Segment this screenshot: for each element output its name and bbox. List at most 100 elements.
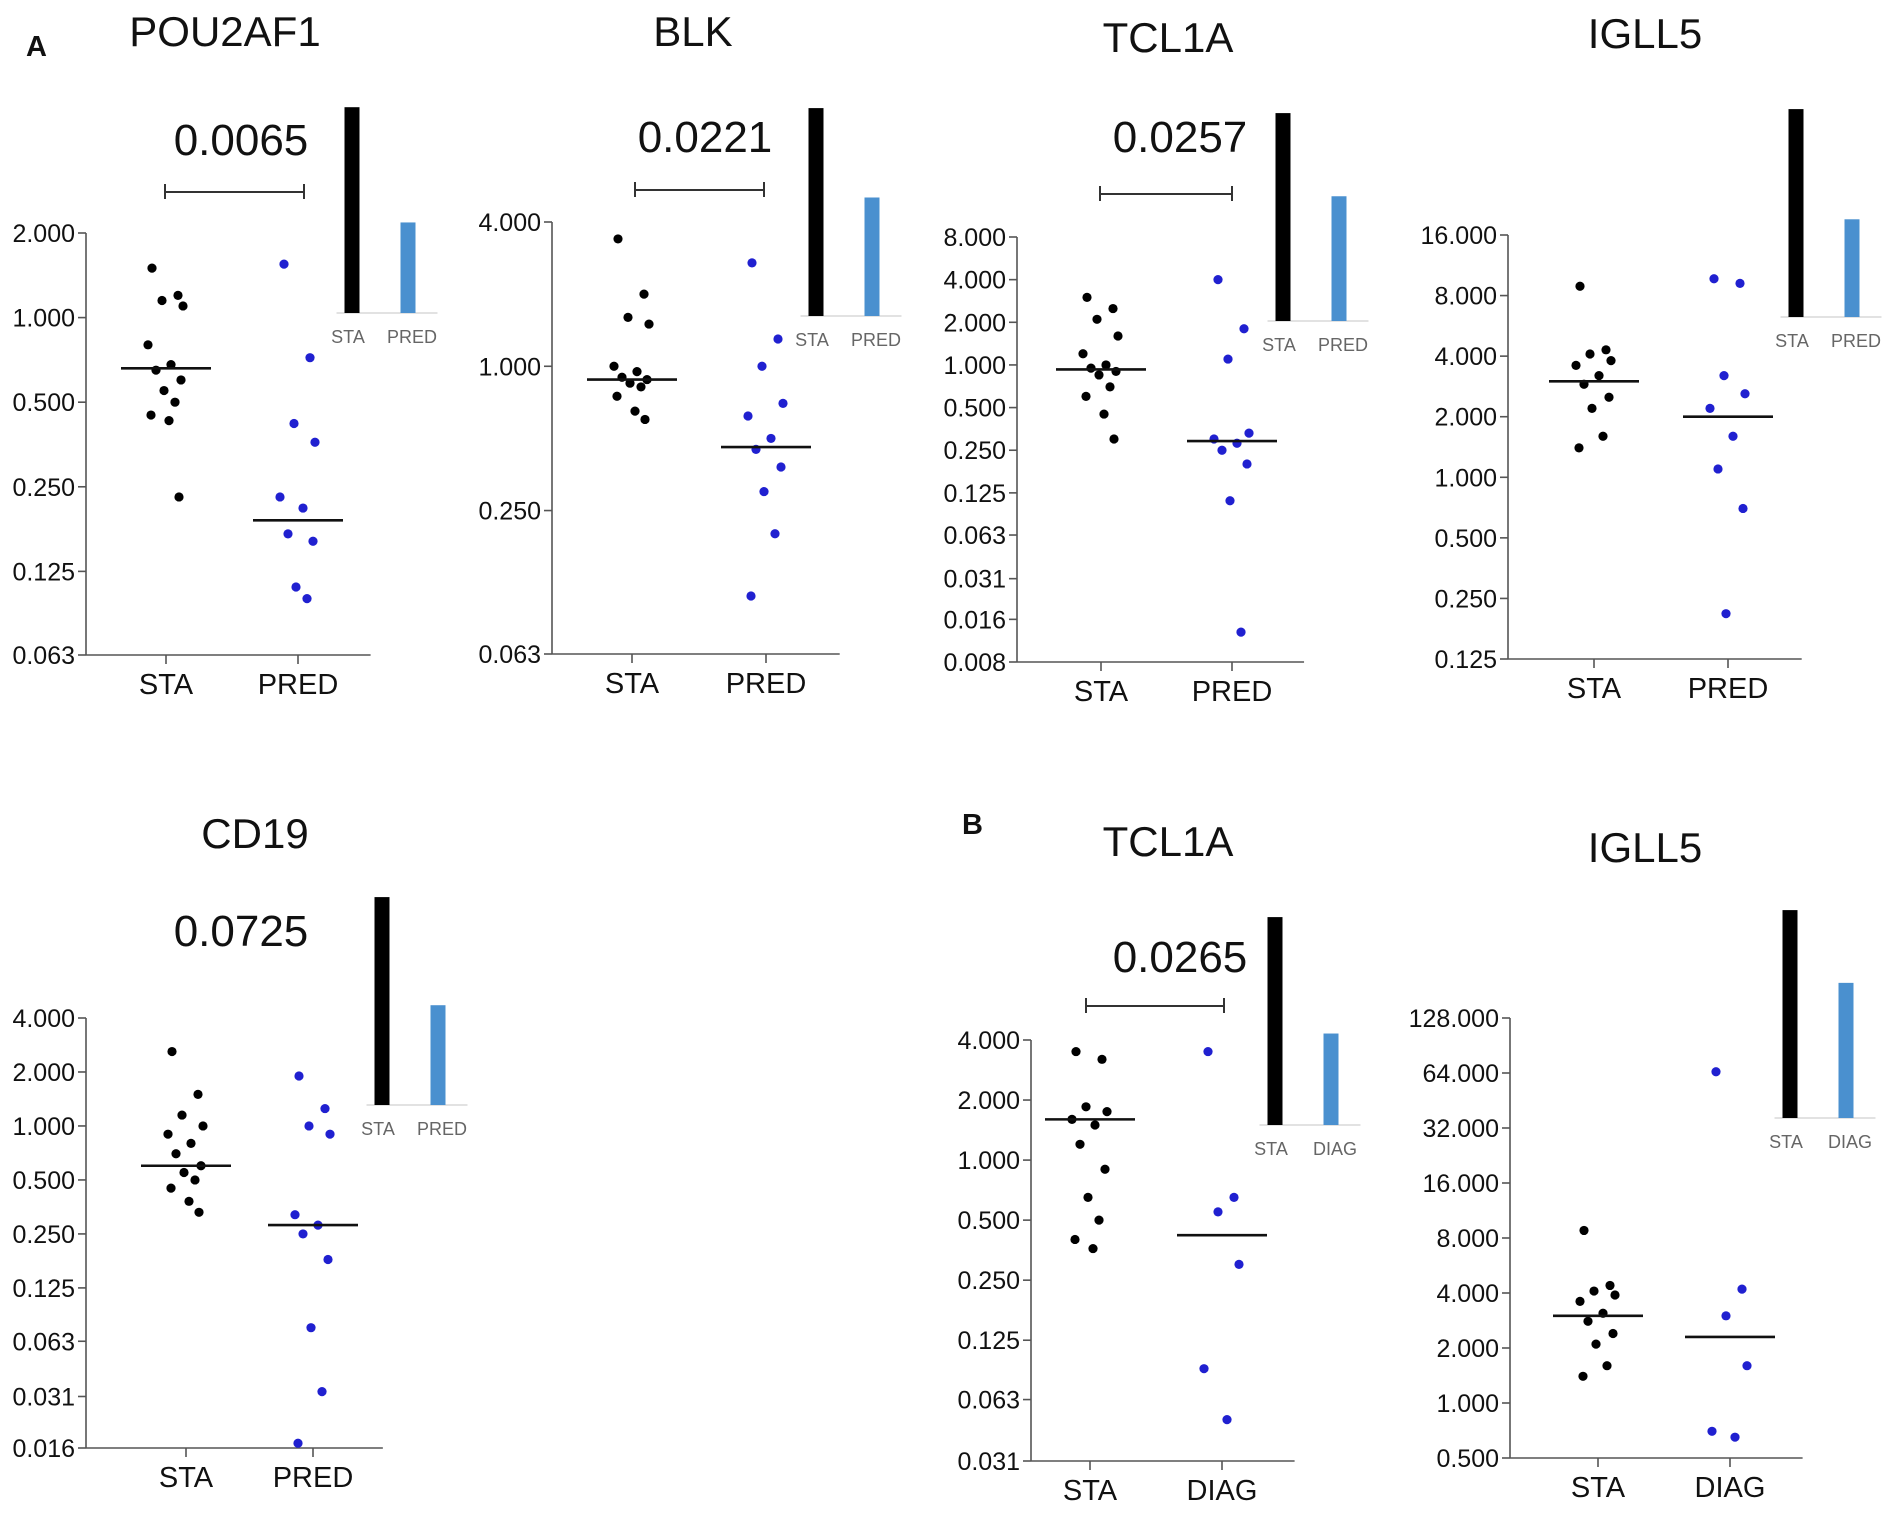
data-point — [1591, 1339, 1601, 1349]
series-pred — [721, 258, 811, 601]
data-point — [291, 582, 301, 592]
significance-bracket — [164, 184, 305, 199]
data-point — [167, 1046, 177, 1057]
data-point — [1213, 1207, 1223, 1217]
data-point — [1078, 349, 1088, 359]
y-tick-label: 4.000 — [12, 1005, 75, 1033]
inset-bar-label: PRED — [851, 330, 901, 350]
x-category-label: STA — [139, 669, 194, 701]
x-category-label: PRED — [1688, 673, 1769, 705]
data-point — [1601, 345, 1611, 355]
y-tick-label: 0.250 — [478, 498, 541, 526]
data-point — [178, 301, 188, 311]
data-point — [173, 290, 183, 300]
data-point — [1234, 1259, 1244, 1269]
y-tick-label: 2.000 — [943, 309, 1006, 337]
data-point — [1707, 1426, 1717, 1436]
data-point — [275, 492, 285, 502]
data-point — [632, 367, 642, 377]
data-point — [317, 1387, 327, 1397]
data-point — [1242, 459, 1252, 469]
y-tick-label: 0.500 — [12, 1167, 75, 1195]
y-tick-label: 8.000 — [1434, 283, 1497, 311]
data-point — [164, 415, 174, 426]
plot-a-igll5: IGLL5 0.125 0.250 0.500 1.000 2.000 4.000 8.000… — [1421, 10, 1882, 705]
data-point — [302, 594, 312, 604]
inset-bar — [1838, 982, 1854, 1118]
y-tick-label: 1.000 — [12, 305, 75, 333]
series-diag — [1685, 1067, 1775, 1442]
data-point — [613, 234, 623, 244]
inset-bar-chart: STA PRED — [1775, 109, 1882, 351]
inset-bar-label: PRED — [387, 327, 437, 347]
data-point — [630, 406, 640, 416]
data-point — [193, 1089, 203, 1099]
data-point — [1709, 274, 1719, 284]
panel-label-a: A — [26, 31, 47, 63]
significance-bracket — [1099, 186, 1233, 201]
y-tick-label: 4.000 — [1436, 1280, 1499, 1308]
series-sta — [587, 234, 677, 425]
x-category-label: STA — [1567, 673, 1622, 705]
data-point — [644, 319, 654, 329]
data-point — [1737, 1284, 1747, 1294]
chart-title: CD19 — [201, 810, 308, 857]
data-point — [1081, 1102, 1091, 1112]
inset-bar — [1788, 109, 1804, 317]
data-point — [1740, 389, 1750, 399]
data-point — [1199, 1364, 1209, 1374]
series-sta — [1549, 281, 1639, 453]
data-point — [1730, 1432, 1740, 1442]
y-tick-label: 0.250 — [957, 1267, 1020, 1295]
inset-bar-chart: STA DIAG — [1254, 917, 1361, 1159]
y-tick-label: 1.000 — [478, 353, 541, 381]
data-point — [1244, 428, 1254, 438]
data-point — [177, 1110, 187, 1120]
inset-bar-label: STA — [1769, 1132, 1803, 1152]
series-diag — [1177, 1046, 1267, 1425]
y-tick-label: 8.000 — [1436, 1225, 1499, 1253]
data-point — [1575, 1296, 1585, 1306]
x-category-label: PRED — [726, 668, 807, 700]
y-tick-label: 0.125 — [1434, 646, 1497, 674]
p-value-label: 0.0257 — [1113, 113, 1248, 162]
data-point — [1099, 409, 1109, 419]
inset-bar-chart: STA DIAG — [1769, 910, 1876, 1152]
inset-bar — [864, 197, 880, 316]
data-point — [1102, 1107, 1112, 1117]
chart-title: IGLL5 — [1588, 824, 1702, 871]
data-point — [298, 1229, 308, 1239]
data-point — [1571, 360, 1581, 370]
y-tick-label: 0.500 — [943, 395, 1006, 423]
chart-title: IGLL5 — [1588, 10, 1702, 57]
p-value-label: 0.0265 — [1113, 933, 1248, 982]
y-tick-label: 0.250 — [1434, 585, 1497, 613]
data-point — [1071, 1046, 1081, 1057]
data-point — [757, 361, 767, 371]
data-point — [1101, 360, 1111, 370]
inset-bar-label: DIAG — [1828, 1132, 1872, 1152]
inset-bar-chart: STA PRED — [361, 897, 468, 1139]
inset-bar — [344, 107, 360, 313]
data-point — [159, 385, 169, 396]
chart-title: POU2AF1 — [129, 8, 320, 55]
data-point — [1082, 292, 1092, 302]
data-point — [198, 1121, 208, 1131]
data-point — [298, 503, 308, 513]
y-tick-label: 0.016 — [943, 606, 1006, 634]
data-point — [1589, 1286, 1599, 1296]
data-point — [1225, 496, 1235, 506]
data-point — [1719, 371, 1729, 381]
data-point — [1711, 1067, 1721, 1077]
data-point — [1604, 392, 1614, 402]
y-tick-label: 0.125 — [12, 1275, 75, 1303]
y-tick-label: 0.250 — [12, 474, 75, 502]
data-point — [1108, 303, 1118, 314]
x-category-label: STA — [605, 668, 660, 700]
y-tick-label: 4.000 — [943, 267, 1006, 295]
data-point — [1721, 1311, 1731, 1321]
data-point — [1578, 1371, 1588, 1381]
y-tick-label: 1.000 — [1434, 464, 1497, 492]
data-point — [770, 529, 780, 539]
